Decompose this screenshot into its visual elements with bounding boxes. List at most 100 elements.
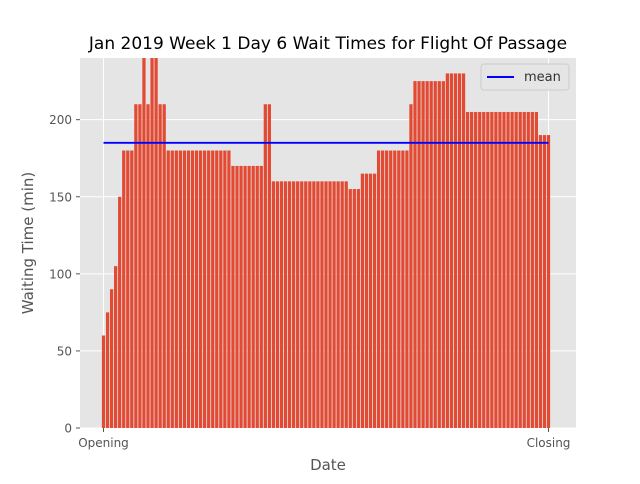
bar: [522, 111, 526, 429]
bar: [340, 181, 344, 428]
bar: [437, 81, 441, 429]
bar: [502, 111, 506, 429]
bar: [292, 181, 296, 428]
bar: [304, 181, 308, 428]
bar: [182, 150, 187, 428]
bar: [409, 104, 413, 428]
bar: [368, 173, 373, 429]
bar: [393, 150, 397, 428]
bar: [138, 104, 142, 428]
bar: [344, 181, 348, 428]
bar: [227, 150, 231, 428]
bar: [413, 81, 417, 429]
legend-mean-label: mean: [524, 70, 561, 85]
bar: [170, 150, 174, 428]
bar: [320, 181, 324, 428]
y-tick-label: 150: [49, 190, 72, 204]
bar: [494, 111, 498, 429]
bar: [461, 73, 466, 429]
bar: [223, 150, 227, 428]
bar: [207, 150, 211, 428]
bar: [352, 189, 356, 428]
bar: [534, 111, 538, 429]
bar: [425, 81, 429, 429]
bar: [453, 73, 458, 429]
bar: [251, 165, 255, 429]
bar: [190, 150, 195, 428]
bar: [154, 58, 158, 428]
y-tick-label: 0: [64, 422, 72, 436]
bar: [518, 111, 522, 429]
y-tick-label: 200: [49, 113, 72, 127]
bar: [231, 165, 235, 429]
bar: [194, 150, 199, 428]
bar: [271, 181, 276, 428]
bar: [158, 104, 162, 428]
bar: [372, 173, 377, 429]
bar: [490, 111, 494, 429]
legend-box: [480, 63, 570, 91]
y-tick-label: 100: [49, 267, 72, 281]
bar: [312, 181, 316, 428]
bar: [243, 165, 247, 429]
bar: [470, 111, 474, 429]
bar: [255, 165, 259, 429]
bar: [267, 104, 271, 428]
bar: [381, 150, 385, 428]
bar: [239, 165, 243, 429]
bar: [417, 81, 421, 429]
x-axis-label: Date: [310, 456, 346, 474]
bar: [421, 81, 425, 429]
bar: [486, 111, 490, 429]
bar: [538, 135, 543, 428]
y-tick-label: 50: [57, 344, 72, 358]
bar: [510, 111, 514, 429]
bar: [275, 181, 280, 428]
bar: [364, 173, 369, 429]
bar: [530, 111, 534, 429]
bar: [514, 111, 518, 429]
bar: [542, 135, 547, 428]
bar: [122, 150, 126, 428]
bar: [263, 104, 267, 428]
bar: [465, 111, 470, 429]
bar: [247, 165, 251, 429]
bar: [211, 150, 215, 428]
bar: [546, 135, 551, 428]
bar: [401, 150, 405, 428]
legend: mean: [480, 63, 570, 91]
y-axis-label: Waiting Time (min): [19, 172, 37, 315]
bar: [336, 181, 340, 428]
bar: [215, 150, 219, 428]
bar: [328, 181, 332, 428]
bar: [118, 196, 122, 428]
chart-title: Jan 2019 Week 1 Day 6 Wait Times for Fli…: [88, 34, 567, 54]
bar: [498, 111, 502, 429]
bar: [219, 150, 223, 428]
bar: [356, 189, 360, 428]
bar: [174, 150, 178, 428]
bar: [441, 81, 445, 429]
bar: [198, 150, 203, 428]
bar: [478, 111, 482, 429]
bar: [397, 150, 401, 428]
bar: [279, 181, 284, 428]
bar: [457, 73, 462, 429]
bar: [405, 150, 409, 428]
bar: [433, 81, 437, 429]
bar: [506, 111, 510, 429]
bar: [146, 104, 150, 428]
plot-area: [80, 58, 576, 428]
bar: [105, 312, 110, 429]
bar: [134, 104, 138, 428]
bar: [162, 104, 166, 428]
bar: [130, 150, 134, 428]
bar: [332, 181, 336, 428]
bar: [101, 335, 106, 428]
bar: [114, 266, 118, 429]
bar: [287, 181, 292, 428]
bar: [296, 181, 300, 428]
bar: [109, 289, 114, 428]
bar: [385, 150, 389, 428]
